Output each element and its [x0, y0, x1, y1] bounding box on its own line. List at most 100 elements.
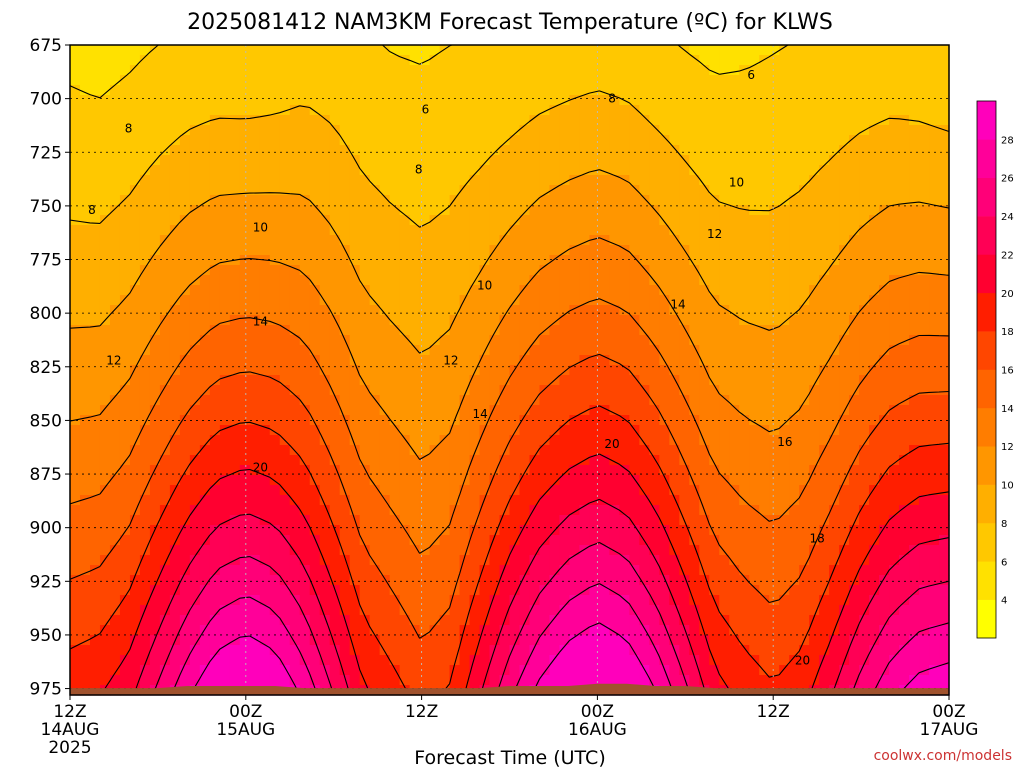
field-cell [709, 75, 720, 86]
field-cell [249, 105, 261, 116]
field-cell [119, 515, 131, 526]
field-cell [679, 205, 690, 216]
field-cell [869, 65, 880, 76]
field-cell [699, 105, 710, 116]
field-cell [259, 545, 271, 556]
field-cell [299, 285, 311, 296]
field-cell [599, 205, 610, 216]
field-cell [609, 145, 620, 156]
field-cell [399, 345, 411, 356]
field-cell [859, 315, 870, 326]
field-cell [929, 515, 940, 526]
field-cell [299, 135, 311, 146]
field-cell [349, 275, 361, 286]
field-cell [339, 405, 351, 416]
field-cell [189, 535, 201, 546]
field-cell [459, 425, 471, 436]
field-cell [799, 545, 810, 556]
field-cell [219, 45, 231, 56]
field-cell [439, 305, 451, 316]
field-cell [139, 495, 151, 506]
field-cell [919, 515, 930, 526]
field-cell [369, 65, 381, 76]
field-cell [609, 195, 620, 206]
field-cell [939, 155, 950, 166]
field-cell [819, 85, 830, 96]
field-cell [599, 265, 610, 276]
field-cell [909, 245, 920, 256]
field-cell [179, 465, 191, 476]
field-cell [459, 245, 471, 256]
field-cell [109, 205, 121, 216]
field-cell [569, 445, 581, 456]
field-cell [899, 455, 910, 466]
field-cell [249, 445, 261, 456]
field-cell [329, 285, 341, 296]
field-cell [639, 455, 650, 466]
field-cell [249, 55, 261, 66]
field-cell [99, 175, 111, 186]
field-cell [689, 335, 700, 346]
field-cell [189, 285, 201, 296]
field-cell [509, 255, 521, 266]
field-cell [939, 545, 950, 556]
field-cell [229, 585, 241, 596]
field-cell [869, 115, 880, 126]
field-cell [489, 365, 501, 376]
field-cell [589, 225, 600, 236]
field-cell [629, 505, 640, 516]
field-cell [219, 525, 231, 536]
field-cell [329, 105, 341, 116]
field-cell [239, 525, 251, 536]
field-cell [359, 595, 371, 606]
field-cell [749, 105, 760, 116]
field-cell [209, 545, 221, 556]
field-cell [709, 585, 720, 596]
field-cell [379, 255, 391, 266]
field-cell [289, 335, 301, 346]
field-cell [449, 405, 461, 416]
field-cell [539, 105, 551, 116]
field-cell [369, 485, 381, 496]
field-cell [549, 515, 561, 526]
field-cell [359, 575, 371, 586]
field-cell [99, 545, 111, 556]
field-cell [699, 185, 710, 196]
field-cell [709, 265, 720, 276]
field-cell [379, 125, 391, 136]
field-cell [129, 415, 141, 426]
field-cell [379, 535, 391, 546]
field-cell [609, 475, 620, 486]
field-cell [489, 185, 501, 196]
field-cell [99, 195, 111, 206]
field-cell [499, 295, 511, 306]
field-cell [529, 555, 541, 566]
field-cell [219, 55, 231, 66]
field-cell [199, 355, 211, 366]
field-cell [569, 75, 581, 86]
field-cell [159, 485, 171, 496]
field-cell [929, 205, 940, 216]
field-cell [89, 65, 101, 76]
field-cell [599, 425, 610, 436]
field-cell [299, 405, 311, 416]
field-cell [309, 475, 321, 486]
field-cell [399, 265, 411, 276]
field-cell [709, 405, 720, 416]
field-cell [389, 185, 401, 196]
field-cell [789, 405, 800, 416]
field-cell [909, 165, 920, 176]
field-cell [779, 165, 790, 176]
field-cell [169, 545, 181, 556]
field-cell [819, 225, 830, 236]
field-cell [519, 235, 531, 246]
field-cell [249, 265, 261, 276]
field-cell [349, 605, 361, 616]
field-cell [539, 585, 551, 596]
field-cell [919, 405, 930, 416]
field-cell [669, 95, 680, 106]
field-cell [339, 435, 351, 446]
field-cell [879, 485, 890, 496]
field-cell [139, 555, 151, 566]
field-cell [899, 105, 910, 116]
